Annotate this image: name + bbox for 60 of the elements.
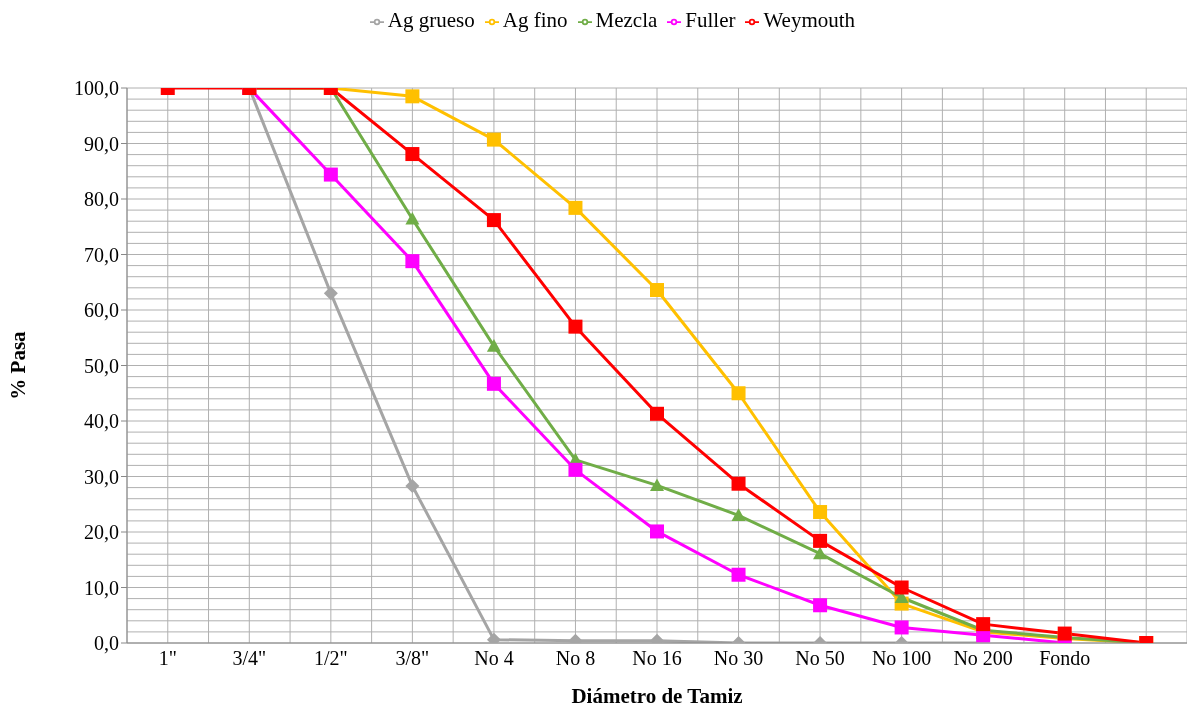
- point: [894, 620, 909, 635]
- x-tick-label: 1/2": [313, 647, 348, 670]
- x-tick-label: No 4: [474, 647, 514, 670]
- point: [1057, 626, 1072, 641]
- legend-label: Mezcla: [595, 8, 658, 32]
- point: [568, 319, 583, 334]
- point: [405, 89, 420, 104]
- x-tick-label: No 30: [713, 647, 764, 670]
- point: [731, 476, 746, 491]
- point: [486, 339, 501, 352]
- x-tick-label: No 8: [555, 647, 596, 670]
- point: [323, 286, 338, 301]
- x-axis-title: Diámetro de Tamiz: [571, 684, 743, 708]
- point: [405, 254, 420, 269]
- point: [568, 200, 583, 215]
- point: [976, 617, 991, 632]
- legend-label: Fuller: [685, 8, 736, 32]
- point: [731, 508, 746, 521]
- x-tick-label: No 200: [953, 647, 1013, 670]
- point: [486, 376, 501, 391]
- point: [650, 478, 664, 491]
- point: [323, 167, 338, 182]
- y-tick-label: 80,0: [84, 188, 119, 211]
- x-tick-label: No 100: [871, 647, 932, 670]
- y-tick-label: 100,0: [74, 77, 119, 100]
- y-tick-label: 40,0: [84, 410, 119, 433]
- point: [650, 283, 664, 298]
- y-tick-label: 20,0: [84, 521, 119, 544]
- y-tick-label: 60,0: [84, 299, 119, 322]
- y-axis-title: % Pasa: [6, 330, 31, 400]
- x-tick-label: No 50: [795, 647, 845, 670]
- point: [405, 147, 420, 162]
- point: [813, 533, 828, 548]
- point: [650, 524, 664, 539]
- legend-label: Weymouth: [763, 8, 856, 32]
- point: [731, 386, 746, 401]
- y-tick-label: 50,0: [84, 354, 119, 377]
- point: [405, 211, 420, 225]
- point: [650, 406, 664, 421]
- point: [405, 478, 420, 493]
- y-tick-label: 0,0: [94, 632, 119, 655]
- x-tick-label: 1": [158, 647, 177, 670]
- x-tick-label: No 16: [632, 647, 682, 670]
- y-tick-label: 10,0: [84, 576, 119, 599]
- point: [813, 546, 828, 560]
- point: [486, 132, 501, 147]
- x-tick-label: 3/4": [232, 647, 267, 670]
- point: [486, 213, 501, 228]
- x-tick-label: 3/8": [395, 647, 430, 670]
- point: [813, 598, 828, 613]
- point: [894, 580, 909, 595]
- legend-label: Ag fino: [502, 8, 568, 32]
- point: [731, 567, 746, 582]
- legend-label: Ag grueso: [387, 8, 475, 32]
- point: [813, 505, 828, 520]
- y-tick-label: 90,0: [84, 132, 119, 155]
- point: [568, 462, 583, 477]
- x-tick-label: Fondo: [1039, 647, 1091, 670]
- y-tick-label: 70,0: [84, 243, 119, 266]
- y-tick-label: 30,0: [84, 465, 119, 488]
